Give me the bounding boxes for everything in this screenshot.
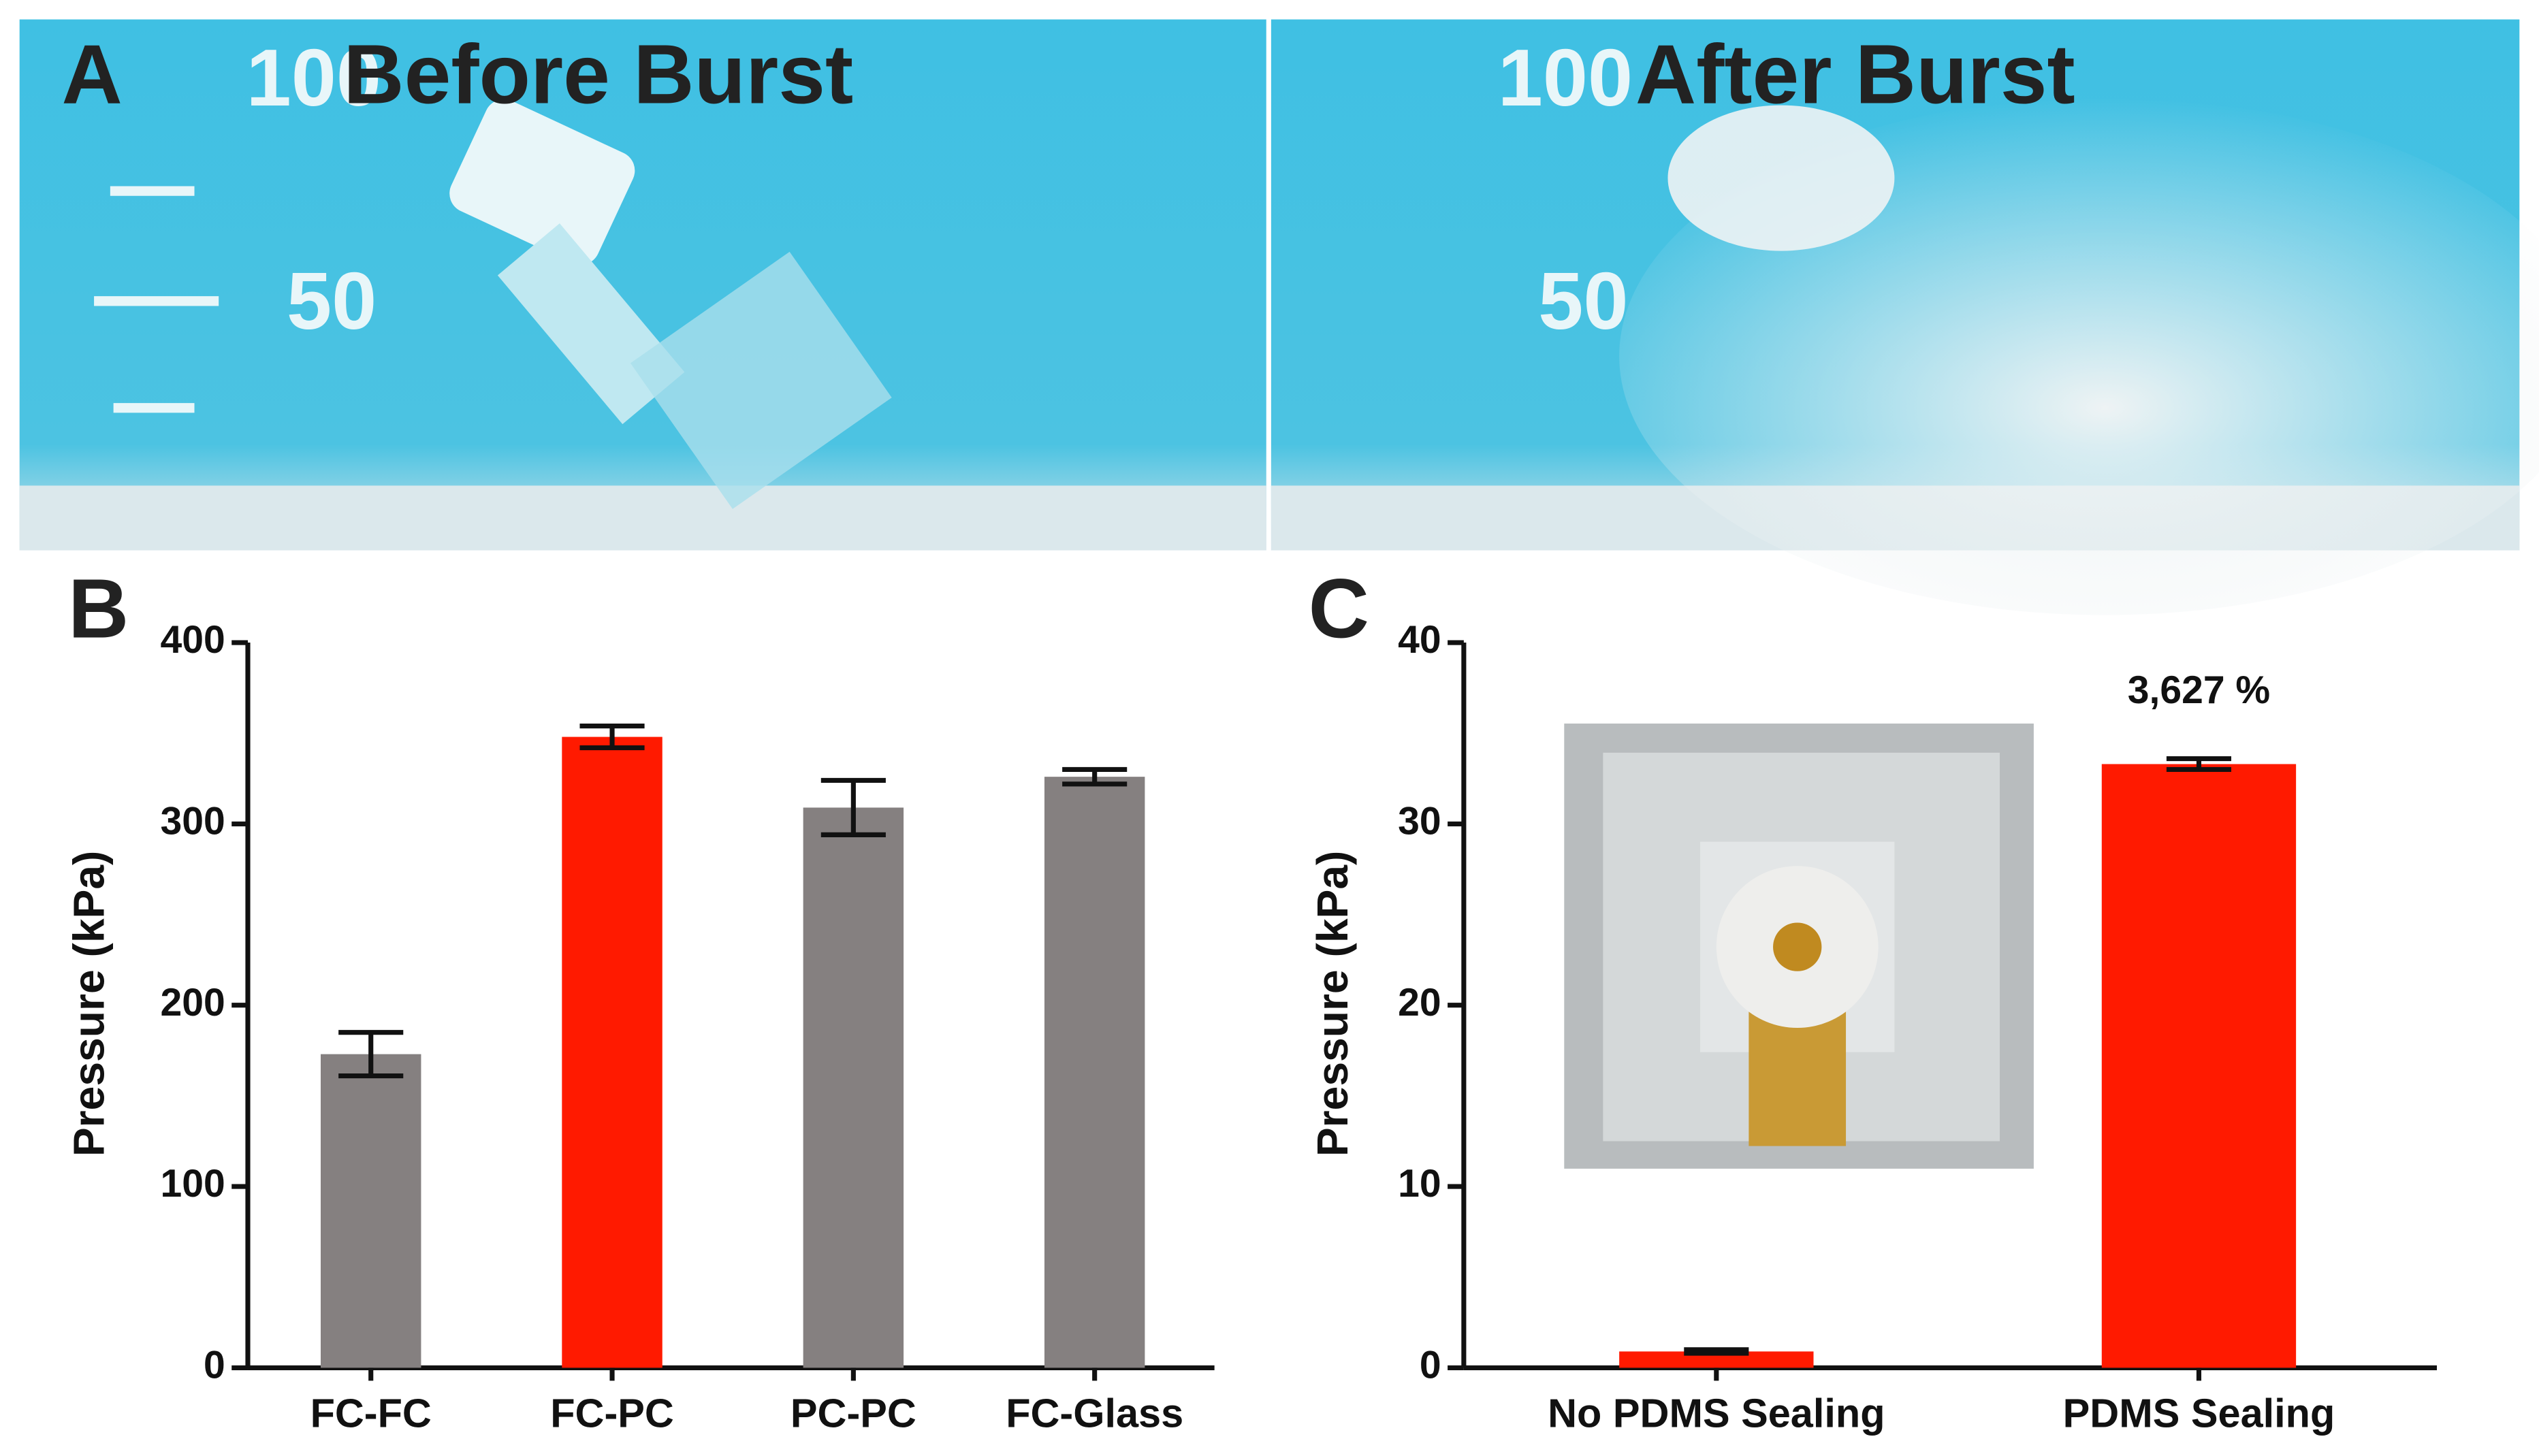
device <box>449 99 892 509</box>
bar <box>2101 764 2297 1368</box>
y-axis-label: Pressure (kPa) <box>1308 851 1357 1157</box>
burst-cloud <box>1667 105 1895 251</box>
y-tick-label: 400 <box>160 618 225 662</box>
error-bar <box>1684 1347 1749 1356</box>
x-tick-label: FC-PC <box>550 1390 674 1436</box>
x-tick-label: FC-FC <box>310 1390 432 1436</box>
error-bar <box>579 724 645 751</box>
bar <box>1619 1351 1814 1368</box>
error-bar <box>1062 766 1128 787</box>
x-tick-label: PC-PC <box>791 1390 916 1436</box>
y-tick-label: 20 <box>1398 981 1441 1024</box>
y-tick-label: 40 <box>1398 618 1441 662</box>
inset-dot <box>1773 922 1822 971</box>
photo-before <box>19 19 1266 551</box>
y-tick-label: 0 <box>1420 1343 1441 1387</box>
bar <box>803 807 904 1368</box>
y-tick-label: 10 <box>1398 1162 1441 1206</box>
x-tick-label: No PDMS Sealing <box>1548 1390 1885 1436</box>
x-tick-label: PDMS Sealing <box>2063 1390 2335 1436</box>
y-tick-label: 200 <box>160 981 225 1024</box>
y-tick-label: 300 <box>160 799 225 843</box>
photo-title: After Burst <box>1635 28 2075 122</box>
error-bar <box>820 777 886 837</box>
scale-label: 100 <box>246 33 381 123</box>
photo-title: Before Burst <box>343 28 853 122</box>
x-tick-label: FC-Glass <box>1006 1390 1183 1436</box>
panel-label: C <box>1309 562 1369 656</box>
annotation: 3,627 % <box>2128 668 2270 712</box>
scale-label: 50 <box>1538 256 1628 346</box>
bar <box>562 737 662 1368</box>
photo-floor <box>19 485 1266 551</box>
y-tick-label: 100 <box>160 1162 225 1206</box>
scale-label: 100 <box>1498 33 1633 123</box>
y-tick-label: 0 <box>204 1343 225 1387</box>
error-bar <box>338 1030 404 1079</box>
bar <box>1044 777 1145 1368</box>
panel-label: B <box>68 562 129 656</box>
y-tick-label: 30 <box>1398 799 1441 843</box>
error-bar <box>2166 756 2232 773</box>
y-axis-label: Pressure (kPa) <box>65 851 114 1157</box>
bar <box>320 1054 421 1368</box>
panel-label: A <box>62 28 123 122</box>
scale-label: 50 <box>287 256 377 346</box>
